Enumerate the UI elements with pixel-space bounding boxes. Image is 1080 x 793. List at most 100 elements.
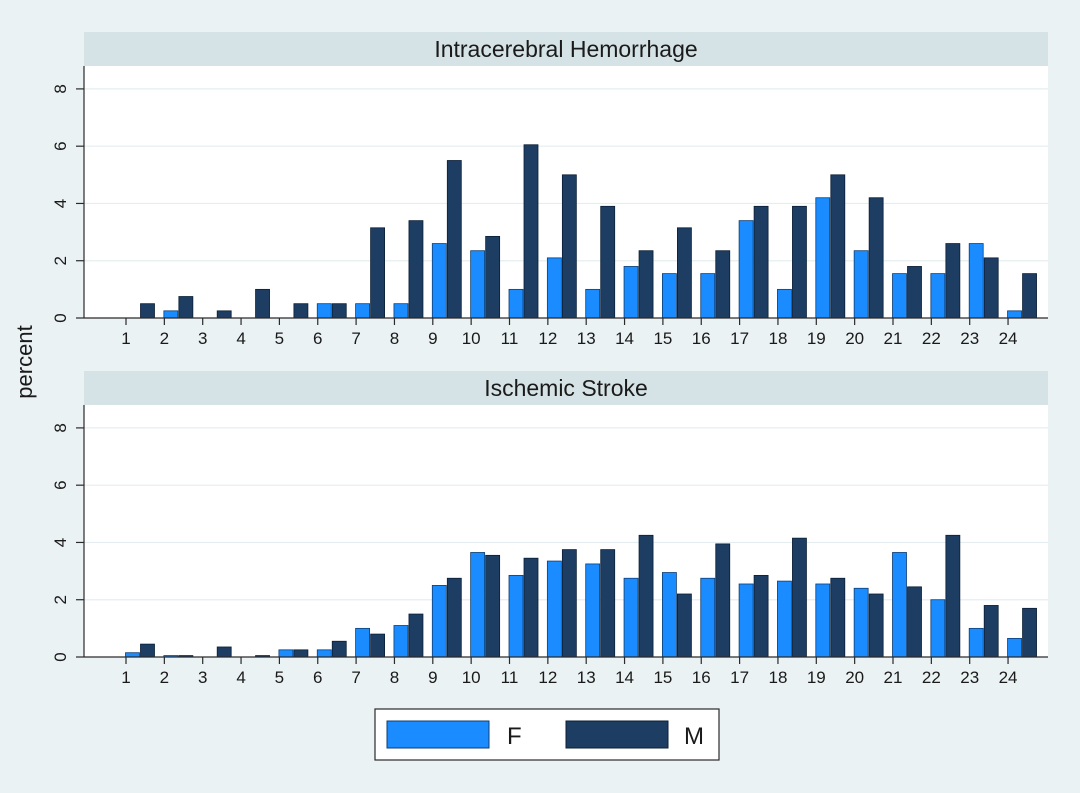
bar-f xyxy=(738,220,754,319)
y-tick-label: 6 xyxy=(51,141,70,150)
bar-f xyxy=(777,580,792,658)
x-tick-label: 18 xyxy=(768,329,787,348)
y-axis-label: percent xyxy=(12,325,37,398)
bar-m xyxy=(868,197,884,319)
legend-swatch-m xyxy=(565,720,669,749)
bar-f xyxy=(738,583,754,658)
bar-f xyxy=(700,273,716,319)
panel-title: Ischemic Stroke xyxy=(484,375,648,401)
x-tick-label: 18 xyxy=(768,668,787,687)
bar-f xyxy=(853,250,869,319)
bar-m xyxy=(370,633,386,658)
bar-f xyxy=(125,652,140,658)
bar-m xyxy=(600,205,616,319)
bar-m xyxy=(140,643,155,658)
bar-m xyxy=(638,534,654,658)
x-tick-label: 21 xyxy=(884,329,903,348)
bar-m xyxy=(945,243,961,319)
y-tick-label: 4 xyxy=(51,538,70,547)
bar-f xyxy=(393,625,409,658)
bar-f xyxy=(355,303,371,319)
x-tick-label: 24 xyxy=(999,329,1018,348)
x-tick-label: 23 xyxy=(960,668,979,687)
y-tick-label: 8 xyxy=(51,423,70,432)
legend-swatch-f xyxy=(386,720,490,749)
x-tick-label: 22 xyxy=(922,668,941,687)
bar-f xyxy=(968,243,984,319)
bar-m xyxy=(907,266,922,319)
x-tick-label: 2 xyxy=(160,329,169,348)
x-tick-label: 7 xyxy=(351,668,360,687)
bar-f xyxy=(470,552,486,658)
bar-f xyxy=(508,288,524,319)
x-tick-label: 9 xyxy=(428,329,437,348)
y-tick-label: 4 xyxy=(51,199,70,208)
bar-m xyxy=(216,646,232,658)
bar-m xyxy=(753,205,769,319)
bar-f xyxy=(278,649,294,658)
x-tick-label: 17 xyxy=(730,668,749,687)
bar-f xyxy=(508,574,524,658)
bar-m xyxy=(715,543,731,658)
bar-f xyxy=(853,587,869,658)
bar-m xyxy=(255,288,270,319)
bar-f xyxy=(815,197,831,319)
bar-m xyxy=(792,537,807,658)
bar-m xyxy=(677,227,692,319)
bar-m xyxy=(792,205,807,319)
x-tick-label: 3 xyxy=(198,668,207,687)
bar-f xyxy=(355,627,371,658)
x-tick-label: 11 xyxy=(501,329,519,348)
bar-m xyxy=(830,174,846,319)
bar-m xyxy=(907,586,922,658)
bar-m xyxy=(370,227,386,319)
x-tick-label: 12 xyxy=(538,329,557,348)
x-tick-label: 10 xyxy=(462,329,481,348)
bar-f xyxy=(163,310,179,319)
x-tick-label: 20 xyxy=(845,668,864,687)
bar-f xyxy=(585,563,601,658)
bar-m xyxy=(945,534,961,658)
bar-m xyxy=(523,144,539,319)
bar-f xyxy=(316,649,332,658)
bar-f xyxy=(1007,310,1022,319)
bar-f xyxy=(546,560,562,658)
x-tick-label: 14 xyxy=(615,668,634,687)
legend-label-m: M xyxy=(684,723,704,750)
bar-m xyxy=(446,577,462,658)
bar-m xyxy=(485,235,501,319)
bar-f xyxy=(393,303,409,319)
x-tick-label: 16 xyxy=(692,329,711,348)
x-tick-label: 11 xyxy=(501,668,519,687)
bar-f xyxy=(815,583,831,658)
bar-f xyxy=(546,257,562,319)
bar-m xyxy=(600,549,616,658)
x-tick-label: 8 xyxy=(390,329,399,348)
panel-title: Intracerebral Hemorrhage xyxy=(434,36,697,62)
x-tick-label: 22 xyxy=(922,329,941,348)
bar-f xyxy=(700,577,716,658)
bar-f xyxy=(585,288,601,319)
bar-m xyxy=(715,250,731,319)
x-tick-label: 3 xyxy=(198,329,207,348)
bar-m xyxy=(446,160,462,319)
x-tick-label: 13 xyxy=(577,329,596,348)
x-tick-label: 4 xyxy=(236,329,245,348)
legend-label-f: F xyxy=(507,723,522,750)
x-tick-label: 21 xyxy=(884,668,903,687)
bar-m xyxy=(293,303,309,319)
x-tick-label: 7 xyxy=(351,329,360,348)
panel-title-strip xyxy=(84,32,1048,66)
x-tick-label: 19 xyxy=(807,668,826,687)
bar-m xyxy=(638,250,654,319)
y-tick-label: 2 xyxy=(51,595,70,604)
bar-f xyxy=(623,577,639,658)
bar-m xyxy=(677,593,692,658)
bar-f xyxy=(662,572,677,658)
bar-f xyxy=(892,552,907,658)
bar-f xyxy=(777,288,792,319)
x-tick-label: 15 xyxy=(653,668,672,687)
x-tick-label: 24 xyxy=(999,668,1018,687)
bar-f xyxy=(930,599,946,658)
